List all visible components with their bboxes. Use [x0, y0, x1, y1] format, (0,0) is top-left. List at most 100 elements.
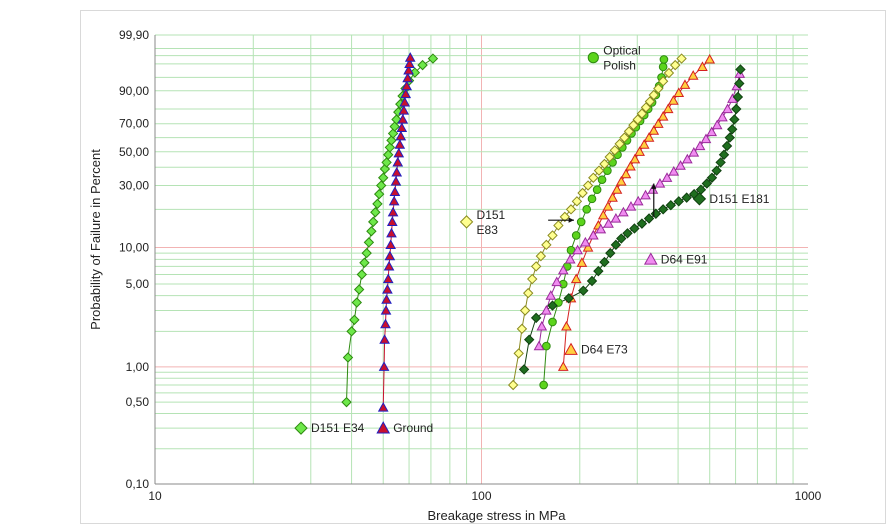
y-tick-label: 99,90	[119, 28, 149, 42]
data-point-d151-e83	[653, 83, 664, 94]
data-point-d64-e91	[647, 184, 659, 194]
data-point-d151-e83	[623, 126, 635, 137]
annotation-label-d151-e34: D151 E34	[311, 421, 365, 435]
data-point-d151-e83	[507, 379, 519, 391]
x-tick-label: 100	[471, 489, 491, 503]
data-point-optical-polish	[582, 205, 592, 214]
data-point-d151-e181	[729, 114, 740, 125]
data-point-d151-e181	[616, 233, 627, 244]
data-point-d151-e181	[563, 293, 574, 304]
series-line-d151-e181	[523, 69, 741, 370]
data-point-d151-e83	[571, 196, 583, 207]
data-point-ground	[378, 361, 390, 371]
series-markers	[341, 52, 746, 412]
data-point-d64-e73	[597, 209, 609, 220]
data-point-d151-e181	[706, 172, 718, 183]
data-point-ground	[380, 318, 391, 329]
y-tick-label: 0,10	[126, 477, 150, 491]
data-point-ground	[396, 122, 408, 133]
arrowhead-d151-e83	[568, 217, 574, 223]
y-tick-label: 70,00	[119, 117, 149, 131]
data-point-d151-e181	[636, 218, 648, 229]
data-point-d64-e91	[722, 103, 733, 114]
axes: 0,10 0,50 1,00 5,00 10,00 30,00 50,00 70,00 90,0…	[88, 28, 822, 523]
x-axis-title: Breakage stress in MPa	[427, 508, 566, 523]
data-point-d151-e34	[387, 128, 399, 139]
data-point-d64-e73	[607, 192, 618, 202]
data-point-d151-e181	[593, 265, 604, 277]
data-point-ground	[381, 294, 392, 304]
data-point-d64-e91	[572, 244, 583, 255]
data-point-d151-e181	[727, 124, 738, 135]
data-point-d151-e83	[535, 250, 547, 262]
legend-marker-d151-e83	[459, 215, 474, 229]
data-point-d64-e91	[587, 229, 599, 240]
data-point-d151-e83	[559, 211, 571, 223]
data-point-d64-e91	[688, 146, 700, 157]
data-point-d151-e181	[622, 228, 633, 239]
data-point-d151-e181	[586, 275, 598, 287]
data-point-d64-e73	[625, 160, 636, 171]
data-point-d151-e83	[648, 89, 659, 101]
data-point-d151-e181	[718, 149, 730, 160]
data-point-d64-e91	[711, 119, 723, 130]
data-point-d64-e91	[533, 340, 545, 351]
data-point-d64-e73	[576, 257, 588, 267]
data-point-d64-e91	[700, 133, 712, 144]
data-point-d151-e34	[389, 121, 400, 132]
data-point-d64-e91	[545, 290, 557, 300]
data-point-ground	[397, 113, 409, 124]
data-point-ground	[404, 52, 416, 62]
data-point-d64-e91	[551, 276, 563, 287]
data-point-d64-e73	[679, 79, 691, 89]
data-point-d151-e83	[588, 172, 599, 183]
data-point-d151-e34	[386, 135, 397, 146]
legend-marker-d64-e73	[564, 342, 578, 355]
data-point-d64-e91	[610, 212, 622, 223]
data-point-d64-e91	[595, 223, 607, 234]
data-point-ground	[404, 58, 415, 68]
data-point-d64-e91	[640, 189, 651, 200]
data-point-d151-e181	[724, 132, 735, 143]
data-point-d151-e34	[376, 180, 387, 191]
data-point-d151-e34	[366, 226, 377, 237]
data-point-ground	[394, 139, 406, 149]
data-point-d151-e181	[735, 64, 746, 75]
data-point-d151-e83	[599, 158, 610, 170]
data-point-ground	[382, 273, 394, 284]
data-point-d64-e91	[654, 177, 666, 188]
data-point-d151-e83	[582, 180, 594, 191]
data-point-d151-e34	[373, 188, 385, 200]
data-point-d64-e73	[629, 153, 641, 164]
data-point-d64-e73	[668, 95, 679, 105]
data-point-d151-e83	[636, 108, 648, 119]
data-point-d151-e181	[701, 178, 713, 189]
data-point-optical-polish	[576, 217, 586, 227]
annotation-label-optical-polish: Polish	[603, 59, 636, 73]
data-point-d151-e83	[609, 145, 620, 156]
y-tick-label: 0,50	[126, 395, 150, 409]
annotation-label-d64-e91: D64 E91	[661, 252, 708, 266]
data-point-ground	[402, 72, 413, 83]
data-point-d64-e91	[618, 206, 629, 217]
data-point-d151-e83	[530, 261, 542, 272]
data-point-d151-e83	[644, 96, 656, 107]
data-point-optical-polish	[548, 317, 557, 327]
data-point-optical-polish	[592, 185, 602, 195]
annotation-label-ground: Ground	[393, 421, 433, 435]
data-point-d151-e83	[513, 348, 524, 359]
data-point-d151-e34	[341, 396, 352, 408]
data-point-d151-e83	[619, 132, 630, 143]
data-point-d64-e73	[662, 103, 674, 114]
data-point-d151-e34	[356, 269, 368, 280]
data-point-d64-e91	[706, 126, 718, 137]
data-point-ground	[399, 96, 411, 107]
legend-marker-d151-e181	[692, 192, 707, 206]
data-point-d64-e91	[579, 236, 591, 247]
data-point-d151-e34	[383, 149, 394, 160]
data-point-d64-e73	[652, 118, 664, 128]
data-point-d64-e91	[632, 195, 644, 206]
data-point-optical-polish	[658, 62, 668, 72]
data-point-d151-e83	[640, 102, 652, 113]
